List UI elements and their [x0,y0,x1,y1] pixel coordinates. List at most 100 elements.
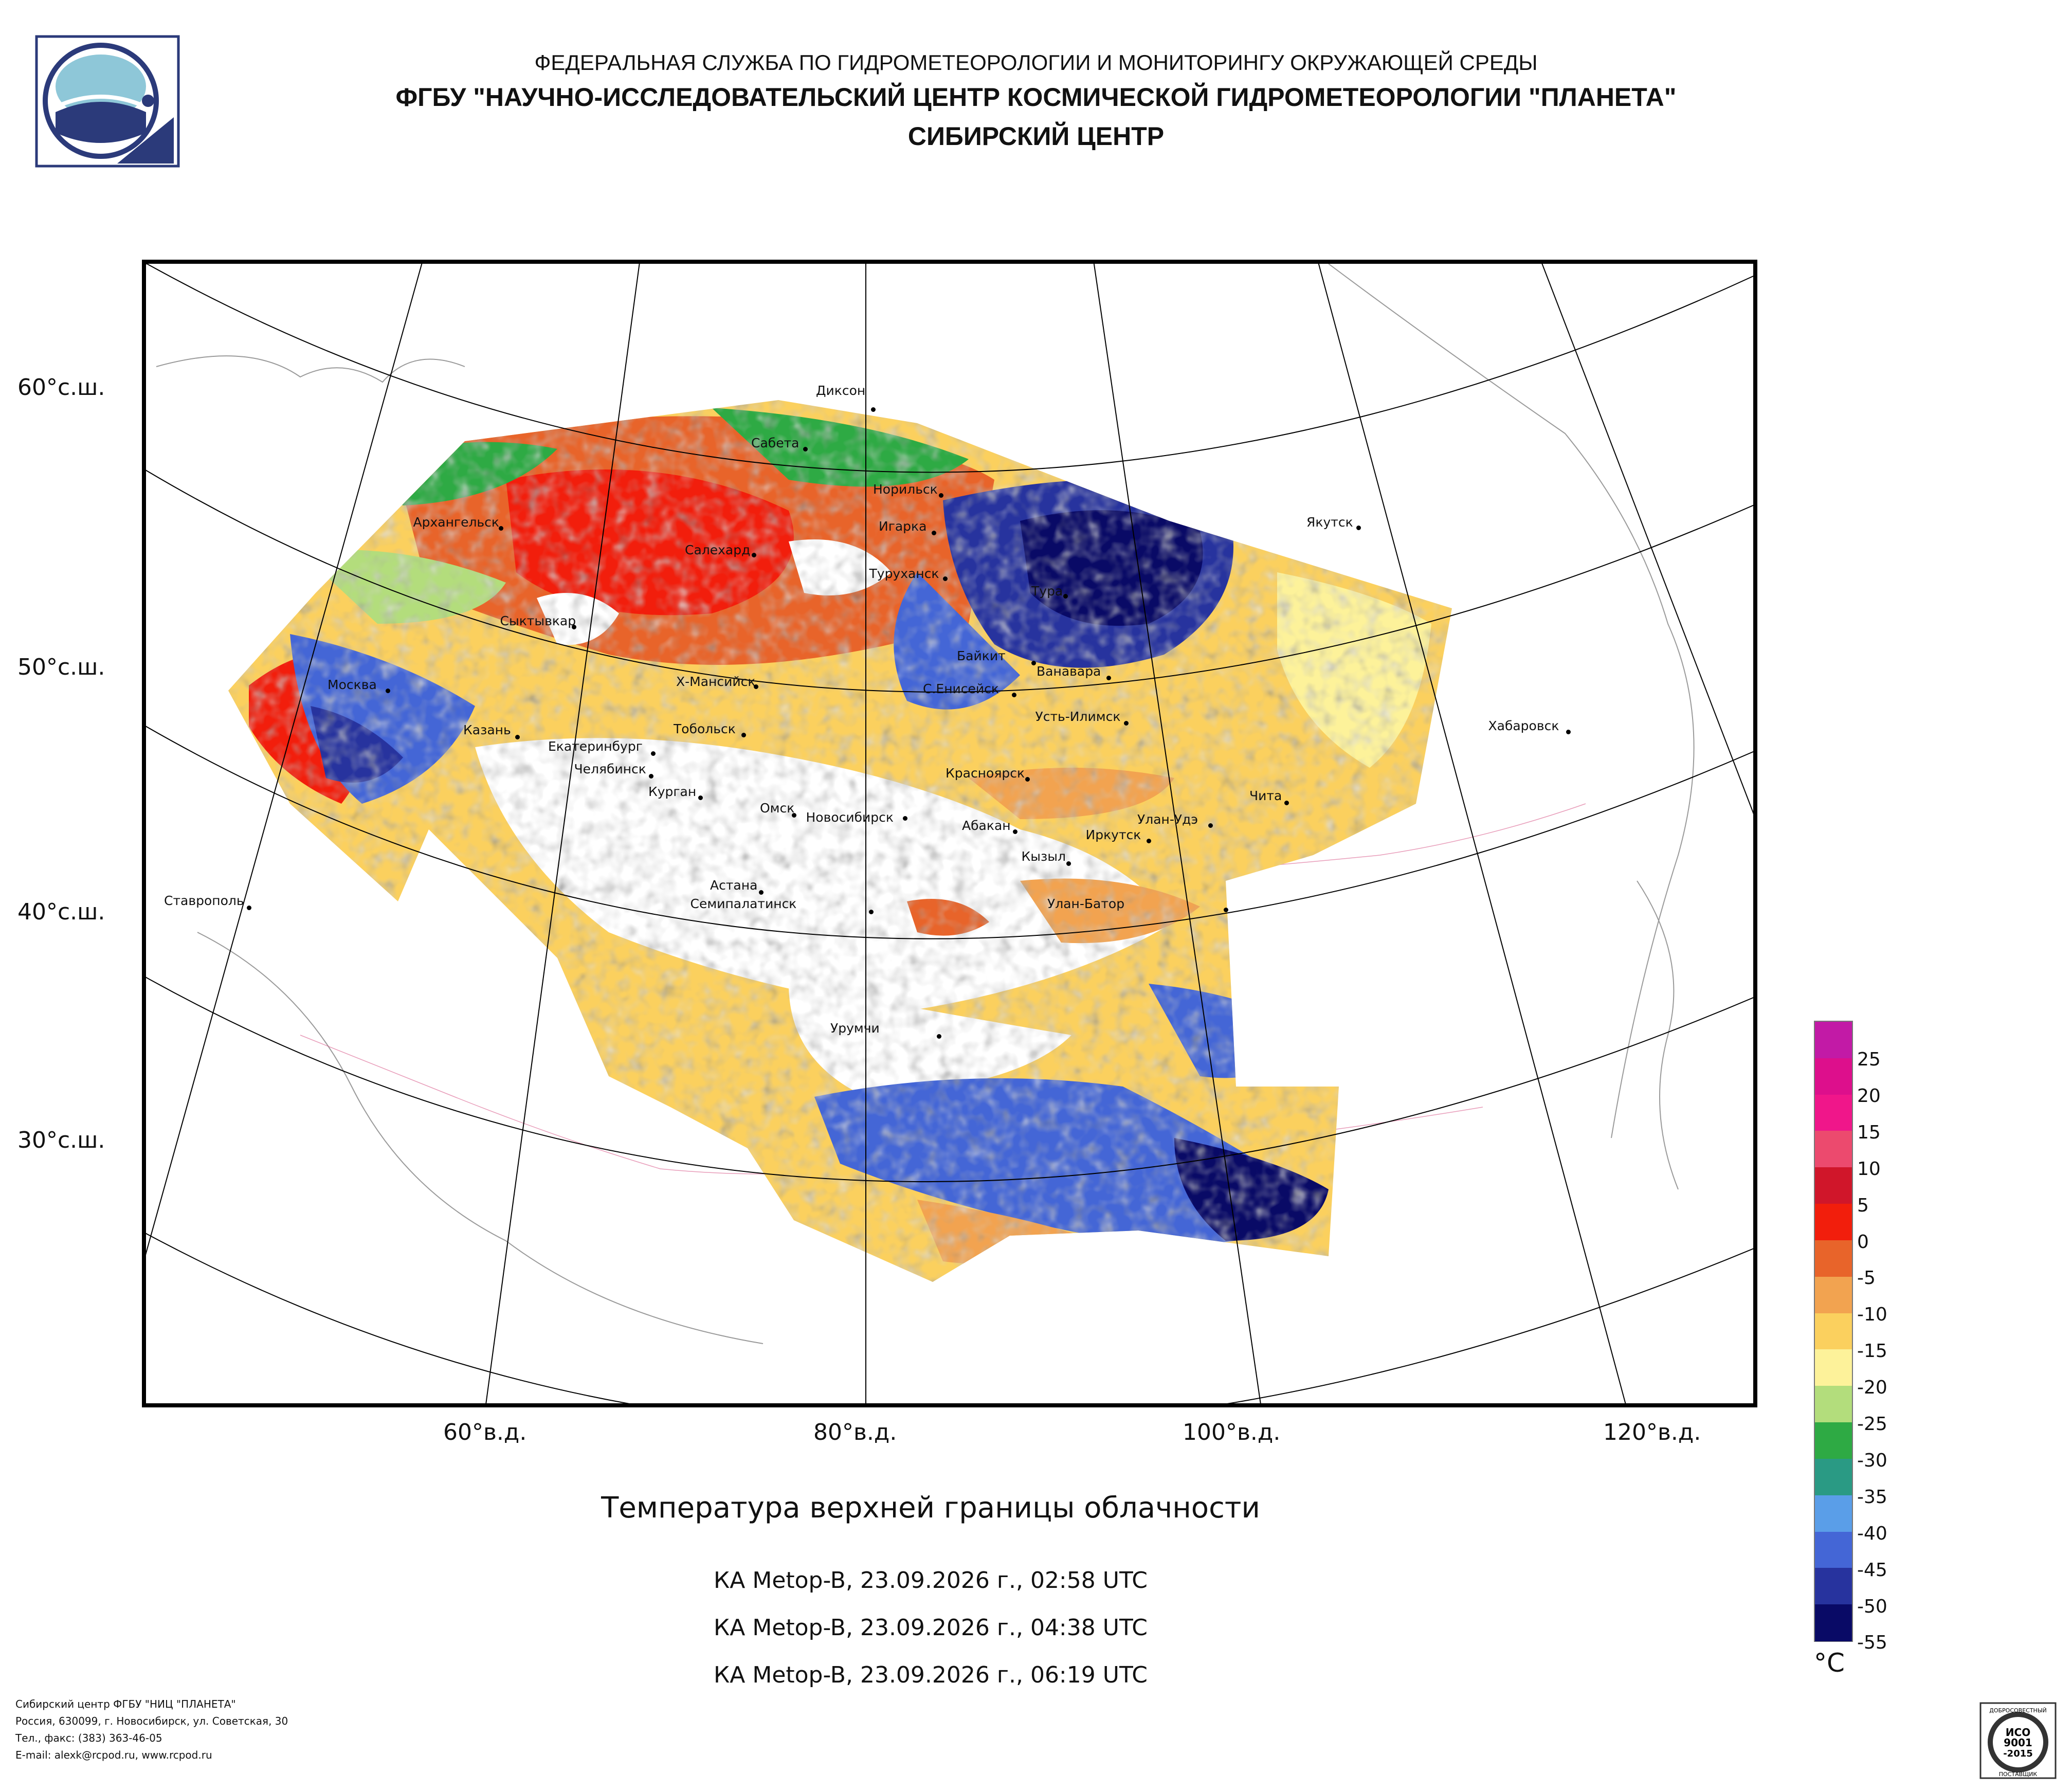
legend-label: -15 [1857,1341,1887,1362]
city-marker [937,1034,941,1039]
legend-label: -45 [1857,1559,1887,1581]
legend-color-box [1815,1167,1852,1205]
city-marker [651,751,656,756]
legend-label: -25 [1857,1414,1887,1435]
city-marker [499,526,503,531]
city-marker [1031,661,1036,665]
legend-label: 0 [1857,1231,1869,1253]
city-label: Хабаровск [1488,718,1559,733]
city-marker [939,493,943,498]
city-marker [903,816,907,821]
lat-label-40: 40°с.ш. [17,899,105,925]
footer-line-email: E-mail: alexk@rcpod.ru, www.rcpod.ru [15,1749,212,1761]
iso-line3: -2015 [2003,1748,2033,1759]
city-label: Кызыл [1021,849,1066,864]
city-label: Ванавара [1037,664,1101,679]
planeta-logo [35,35,180,168]
city-marker [943,576,948,581]
city-marker [752,553,756,557]
legend-label: -40 [1857,1523,1887,1544]
legend-color-box [1815,1495,1852,1532]
legend-label: -50 [1857,1596,1887,1617]
legend-color-box [1815,1022,1852,1059]
city-marker [386,689,390,693]
city-marker [759,890,764,895]
city-label: Астана [710,878,758,893]
city-label: Туруханск [869,566,939,581]
lat-label-50: 50°с.ш. [17,654,105,680]
city-label: Салехард [685,542,751,557]
city-label: Байкит [957,648,1006,663]
city-label: Урумчи [830,1021,880,1036]
city-marker [1147,839,1151,843]
city-label: Курган [648,784,697,799]
legend-unit: °C [1814,1648,1845,1678]
lat-label-60: 60°с.ш. [17,374,105,401]
city-marker [1012,693,1016,697]
city-label: Улан-Батор [1047,896,1125,911]
city-marker [1566,730,1571,734]
city-label: Абакан [962,818,1011,833]
city-label: Казань [463,722,511,737]
footer-contact: Сибирский центр ФГБУ "НИЦ "ПЛАНЕТА" Росс… [15,1696,288,1764]
legend-color-box [1815,1204,1852,1241]
lat-label-30: 30°с.ш. [17,1127,105,1153]
legend-color-box [1815,1386,1852,1423]
header-institute: ФГБУ "НАУЧНО-ИССЛЕДОВАТЕЛЬСКИЙ ЦЕНТР КОС… [395,83,1677,112]
legend-color-box [1815,1313,1852,1350]
city-label: Омск [760,801,795,816]
city-label: Норильск [873,482,938,497]
footer-line-phone: Тел., факс: (383) 363-46-05 [15,1732,162,1744]
city-label: Екатеринбург [548,739,643,754]
lon-label-100: 100°в.д. [1183,1419,1281,1445]
legend-color-box [1815,1094,1852,1132]
city-label: Улан-Удэ [1137,812,1198,827]
city-label: Архангельск [413,515,500,530]
lon-label-80: 80°в.д. [813,1419,897,1445]
pass-line-3: КА Metop-B, 23.09.2026 г., 06:19 UTC [714,1662,1148,1688]
city-marker [803,447,808,451]
graticule [146,264,1753,1403]
legend-color-box [1815,1422,1852,1459]
city-marker [1013,829,1017,834]
iso-certification-badge: ДОБРОСОВЕСТНЫЙ ИСО 9001 -2015 ПОСТАВЩИК [1979,1702,2057,1779]
city-marker [1124,721,1129,726]
iso-arc-text: ДОБРОСОВЕСТНЫЙ [1989,1707,2047,1714]
cloud-swath [228,400,1452,1282]
iso-line1: ИСО [2006,1726,2030,1739]
city-marker [572,625,576,629]
lon-label-60: 60°в.д. [443,1419,527,1445]
legend-label: 15 [1857,1121,1881,1143]
legend-color-box [1815,1131,1852,1168]
footer-line-org: Сибирский центр ФГБУ "НИЦ "ПЛАНЕТА" [15,1698,236,1710]
city-label: Чита [1249,788,1282,803]
legend-color-box [1815,1349,1852,1387]
city-label: Сыктывкар [500,613,576,628]
city-label: Семипалатинск [690,896,797,911]
pass-line-2: КА Metop-B, 23.09.2026 г., 04:38 UTC [714,1615,1148,1641]
legend-label: -55 [1857,1632,1887,1654]
iso-line2: 9001 [2004,1736,2032,1749]
legend-color-box [1815,1568,1852,1605]
city-label: Х-Мансийск [676,674,756,689]
city-label: Якутск [1306,515,1353,530]
city-marker [754,684,758,689]
city-marker [1284,801,1289,805]
city-marker [1025,777,1030,782]
city-label: Ставрополь [164,893,244,908]
legend-label: -5 [1857,1268,1876,1289]
city-marker [741,733,746,737]
legend-color-box [1815,1458,1852,1496]
city-label: Новосибирск [806,810,894,825]
city-marker [1208,823,1213,828]
legend-color-box [1815,1240,1852,1277]
legend-label: 5 [1857,1195,1869,1216]
city-label: Челябинск [574,762,646,776]
city-marker [871,407,876,412]
legend-color-box [1815,1531,1852,1569]
legend-label: 20 [1857,1085,1881,1107]
header-center: СИБИРСКИЙ ЦЕНТР [907,122,1165,151]
product-title: Температура верхней границы облачности [601,1491,1260,1525]
legend-label: 10 [1857,1158,1881,1180]
satellite-map: Диксон Сабета Норильск Игарка Салехард Арханг… [142,260,1757,1407]
